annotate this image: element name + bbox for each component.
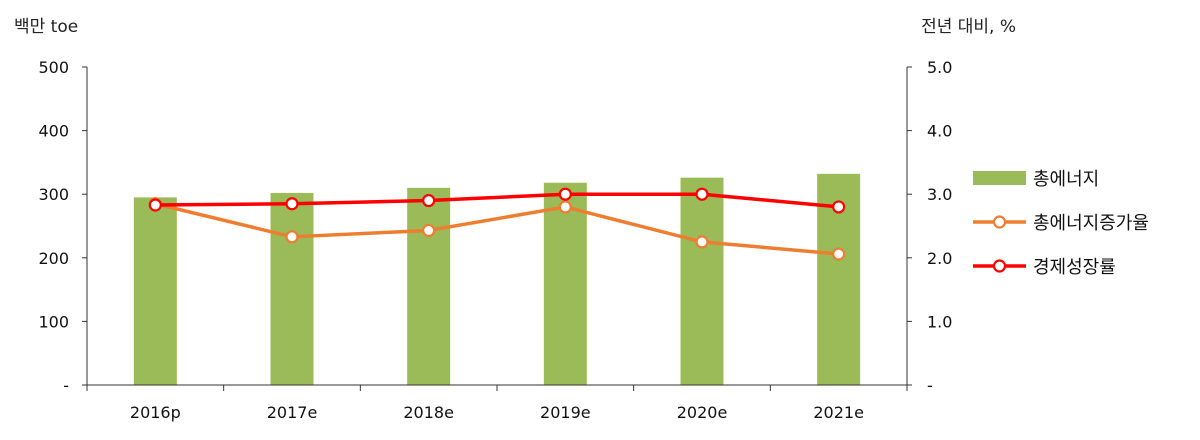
right-tick-label: 5.0 <box>927 58 952 77</box>
legend-label-총에너지증가율: 총에너지증가율 <box>1033 213 1149 234</box>
right-axis-unit-label: 전년 대비, % <box>921 17 1016 37</box>
left-tick-label: 400 <box>38 122 69 141</box>
bar-2016p <box>133 197 177 385</box>
bar-2017e <box>270 192 314 385</box>
bar-2018e <box>407 187 451 385</box>
legend-label-총에너지: 총에너지 <box>1033 169 1099 190</box>
point-경제성장률-2016p <box>148 198 162 212</box>
point-경제성장률-2017e <box>285 197 299 211</box>
left-tick-label: 300 <box>38 185 69 204</box>
right-tick-label: 3.0 <box>927 185 952 204</box>
x-tick-label: 2020e <box>677 403 728 422</box>
left-axis-unit-label: 백만 toe <box>14 17 78 37</box>
bar-series <box>133 173 861 385</box>
point-총에너지증가율-2018e <box>422 223 436 238</box>
line-총에너지증가율 <box>154 202 839 256</box>
legend-label-경제성장률: 경제성장률 <box>1033 257 1116 278</box>
left-tick-label: 500 <box>38 58 69 77</box>
right-tick-label: 4.0 <box>927 122 952 141</box>
left-tick-label: - <box>63 376 69 395</box>
x-tick-label: 2017e <box>267 403 318 422</box>
legend-marker-총에너지증가율 <box>992 215 1007 229</box>
point-총에너지증가율-2017e <box>285 230 299 244</box>
left-tick-label: 200 <box>38 249 69 268</box>
bar-2019e <box>543 182 587 385</box>
right-tick-label: 2.0 <box>927 249 952 268</box>
point-경제성장률-2020e <box>695 187 709 201</box>
point-총에너지증가율-2019e <box>558 200 572 214</box>
axes: - 100 200 300 400 500 - 1.0 2.0 3.0 4.0 5.0 2016p 201… <box>38 58 952 422</box>
x-tick-label: 2019e <box>540 403 591 422</box>
right-tick-label: - <box>927 376 933 395</box>
x-tick-label: 2016p <box>130 403 181 422</box>
point-경제성장률-2019e <box>558 187 572 201</box>
line-경제성장률 <box>155 192 839 209</box>
point-총에너지증가율-2021e <box>832 247 846 261</box>
line-series <box>148 187 846 261</box>
x-tick-label: 2018e <box>403 403 454 422</box>
legend-swatch-총에너지 <box>973 171 1026 185</box>
right-tick-label: 1.0 <box>927 312 952 331</box>
point-총에너지증가율-2020e <box>695 235 709 249</box>
left-tick-label: 100 <box>38 312 69 331</box>
point-경제성장률-2018e <box>422 193 436 208</box>
point-경제성장률-2021e <box>832 200 846 214</box>
bar-2020e <box>680 177 724 385</box>
legend-marker-경제성장률 <box>992 259 1007 273</box>
x-tick-label: 2021e <box>813 403 864 422</box>
